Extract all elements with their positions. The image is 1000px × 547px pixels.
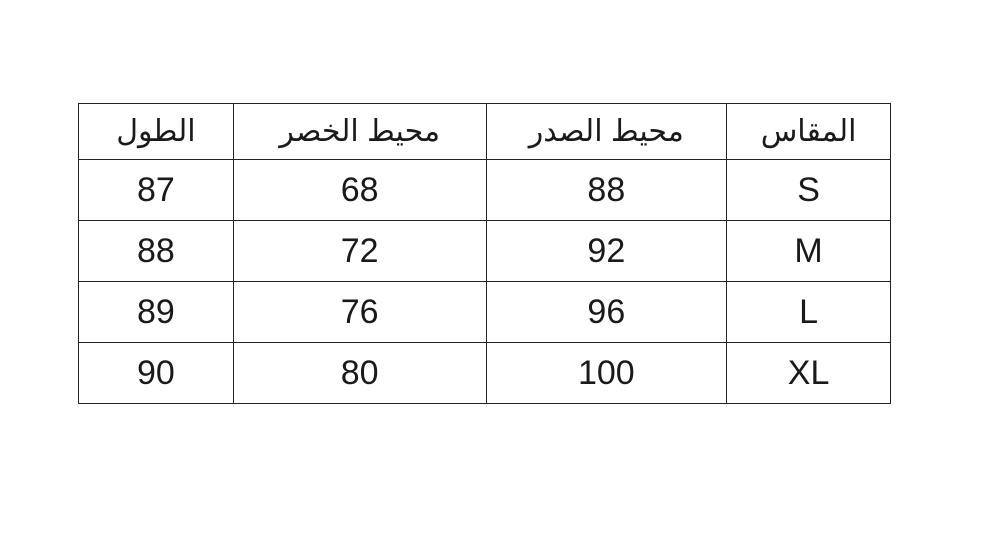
table-row: L 96 76 89 [78, 281, 891, 343]
cell-waist: 72 [232, 220, 487, 282]
header-chest: محيط الصدر [485, 103, 728, 160]
cell-length: 89 [78, 281, 234, 343]
cell-chest: 88 [485, 159, 728, 221]
header-size: المقاس [726, 103, 891, 160]
header-waist: محيط الخصر [232, 103, 487, 160]
cell-length: 88 [78, 220, 234, 282]
cell-waist: 68 [232, 159, 487, 221]
cell-size: S [726, 159, 891, 221]
header-length: الطول [78, 103, 234, 160]
cell-length: 90 [78, 342, 234, 404]
cell-size: M [726, 220, 891, 282]
cell-length: 87 [78, 159, 234, 221]
size-chart-table: المقاس محيط الصدر محيط الخصر الطول S 88 … [78, 103, 891, 404]
table-row: M 92 72 88 [78, 220, 891, 282]
table-row: S 88 68 87 [78, 159, 891, 221]
cell-waist: 76 [232, 281, 487, 343]
cell-chest: 96 [485, 281, 728, 343]
cell-chest: 92 [485, 220, 728, 282]
table-row: XL 100 80 90 [78, 342, 891, 404]
cell-size: XL [726, 342, 891, 404]
cell-chest: 100 [485, 342, 728, 404]
cell-size: L [726, 281, 891, 343]
header-row: المقاس محيط الصدر محيط الخصر الطول [78, 103, 891, 160]
cell-waist: 80 [232, 342, 487, 404]
